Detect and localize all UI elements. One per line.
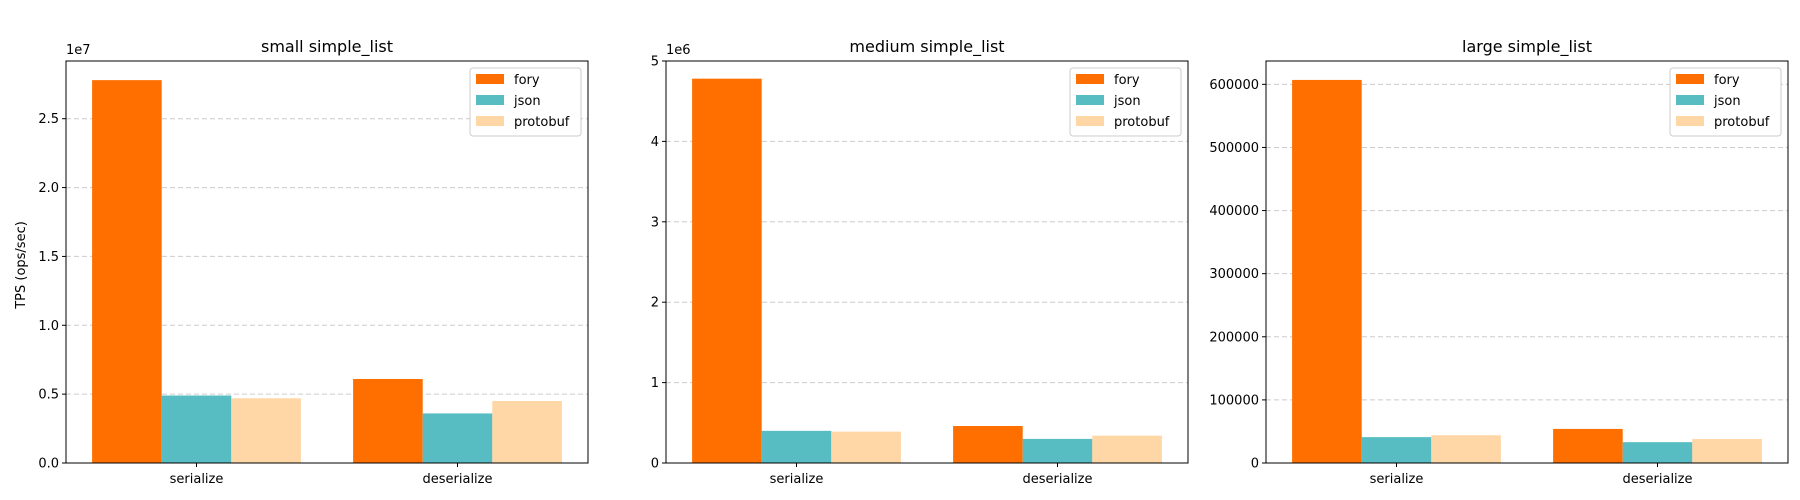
axes-frame bbox=[1265, 60, 1789, 464]
y-tick-label: 0 bbox=[1251, 457, 1259, 472]
y-tick-label: 0.0 bbox=[38, 457, 59, 472]
axes-frame bbox=[65, 60, 589, 464]
legend-label-json: json bbox=[1713, 94, 1741, 109]
bar-protobuf-serialize bbox=[1431, 435, 1501, 463]
x-tick-label: serialize bbox=[770, 472, 824, 487]
legend-swatch-json bbox=[1676, 95, 1704, 105]
x-tick-label: deserialize bbox=[423, 472, 493, 487]
bar-fory-deserialize bbox=[1553, 428, 1623, 463]
legend-label-protobuf: protobuf bbox=[1114, 115, 1170, 130]
y-tick-label: 200000 bbox=[1209, 330, 1259, 345]
legend-label-fory: fory bbox=[1114, 73, 1140, 88]
bar-json-deserialize bbox=[422, 413, 493, 463]
y-offset-label: 1e7 bbox=[66, 43, 91, 58]
legend-swatch-fory bbox=[476, 74, 504, 84]
chart-title: large simple_list bbox=[1462, 37, 1592, 57]
x-tick-label: serialize bbox=[1370, 472, 1424, 487]
y-offset-label: 1e6 bbox=[666, 43, 691, 58]
y-tick-label: 1.5 bbox=[38, 250, 59, 265]
bar-json-serialize bbox=[161, 395, 232, 463]
legend-swatch-json bbox=[476, 95, 504, 105]
bar-json-serialize bbox=[761, 430, 832, 463]
y-tick-label: 0.5 bbox=[38, 388, 59, 403]
legend-swatch-fory bbox=[1676, 74, 1704, 84]
legend-swatch-fory bbox=[1076, 74, 1104, 84]
legend: fory json protobuf bbox=[1069, 67, 1182, 137]
y-tick-label: 1 bbox=[651, 376, 659, 391]
legend-swatch-json bbox=[1076, 95, 1104, 105]
legend-label-protobuf: protobuf bbox=[514, 115, 570, 130]
legend-label-fory: fory bbox=[514, 73, 540, 88]
y-tick-label: 600000 bbox=[1209, 78, 1259, 93]
bar-json-serialize bbox=[1361, 437, 1432, 463]
y-tick-label: 1.0 bbox=[38, 319, 59, 334]
y-tick-label: 5 bbox=[651, 55, 659, 70]
legend-label-protobuf: protobuf bbox=[1714, 115, 1770, 130]
legend-label-json: json bbox=[513, 94, 541, 109]
chart-panel-1: 0.0 0.5 1.0 1.5 2.0 2.5 1e7 serialize deserializ… bbox=[38, 37, 589, 487]
legend-label-json: json bbox=[1113, 94, 1141, 109]
legend-label-fory: fory bbox=[1714, 73, 1740, 88]
y-tick-label: 0 bbox=[651, 457, 659, 472]
bar-fory-serialize bbox=[692, 78, 762, 464]
chart-panel-3: 0 100000 200000 300000 400000 500000 600000 ser… bbox=[1209, 37, 1789, 487]
y-tick-label: 100000 bbox=[1209, 393, 1259, 408]
chart-title: medium simple_list bbox=[849, 37, 1004, 57]
y-tick-label: 300000 bbox=[1209, 267, 1259, 282]
legend: fory json protobuf bbox=[1669, 67, 1782, 137]
y-tick-label: 2.0 bbox=[38, 181, 59, 196]
y-tick-label: 400000 bbox=[1209, 204, 1259, 219]
y-tick-label: 2 bbox=[651, 296, 659, 311]
x-tick-label: serialize bbox=[170, 472, 224, 487]
bar-json-deserialize bbox=[1022, 438, 1093, 463]
y-tick-label: 500000 bbox=[1209, 141, 1259, 156]
legend-swatch-protobuf bbox=[476, 116, 504, 126]
bar-json-deserialize bbox=[1622, 442, 1693, 463]
legend-swatch-protobuf bbox=[1076, 116, 1104, 126]
bar-fory-deserialize bbox=[953, 426, 1023, 463]
figure-y-axis-label: TPS (ops/sec) bbox=[14, 221, 29, 310]
bar-protobuf-serialize bbox=[231, 398, 301, 463]
bar-fory-serialize bbox=[92, 80, 162, 464]
bar-protobuf-deserialize bbox=[492, 401, 562, 463]
bar-fory-deserialize bbox=[353, 378, 423, 463]
legend: fory json protobuf bbox=[469, 67, 582, 137]
y-tick-label: 3 bbox=[651, 215, 659, 230]
x-tick-label: deserialize bbox=[1623, 472, 1693, 487]
x-tick-label: deserialize bbox=[1023, 472, 1093, 487]
bar-protobuf-deserialize bbox=[1692, 439, 1762, 463]
bar-fory-serialize bbox=[1292, 79, 1362, 463]
axes-frame bbox=[665, 60, 1189, 464]
bar-protobuf-serialize bbox=[831, 431, 901, 463]
y-tick-label: 2.5 bbox=[38, 112, 59, 127]
legend-swatch-protobuf bbox=[1676, 116, 1704, 126]
bar-protobuf-deserialize bbox=[1092, 435, 1162, 463]
chart-title: small simple_list bbox=[261, 37, 393, 57]
y-tick-label: 4 bbox=[651, 135, 659, 150]
chart-panel-2: 0 1 2 3 4 5 1e6 serialize deserialize medium simp… bbox=[651, 37, 1189, 487]
